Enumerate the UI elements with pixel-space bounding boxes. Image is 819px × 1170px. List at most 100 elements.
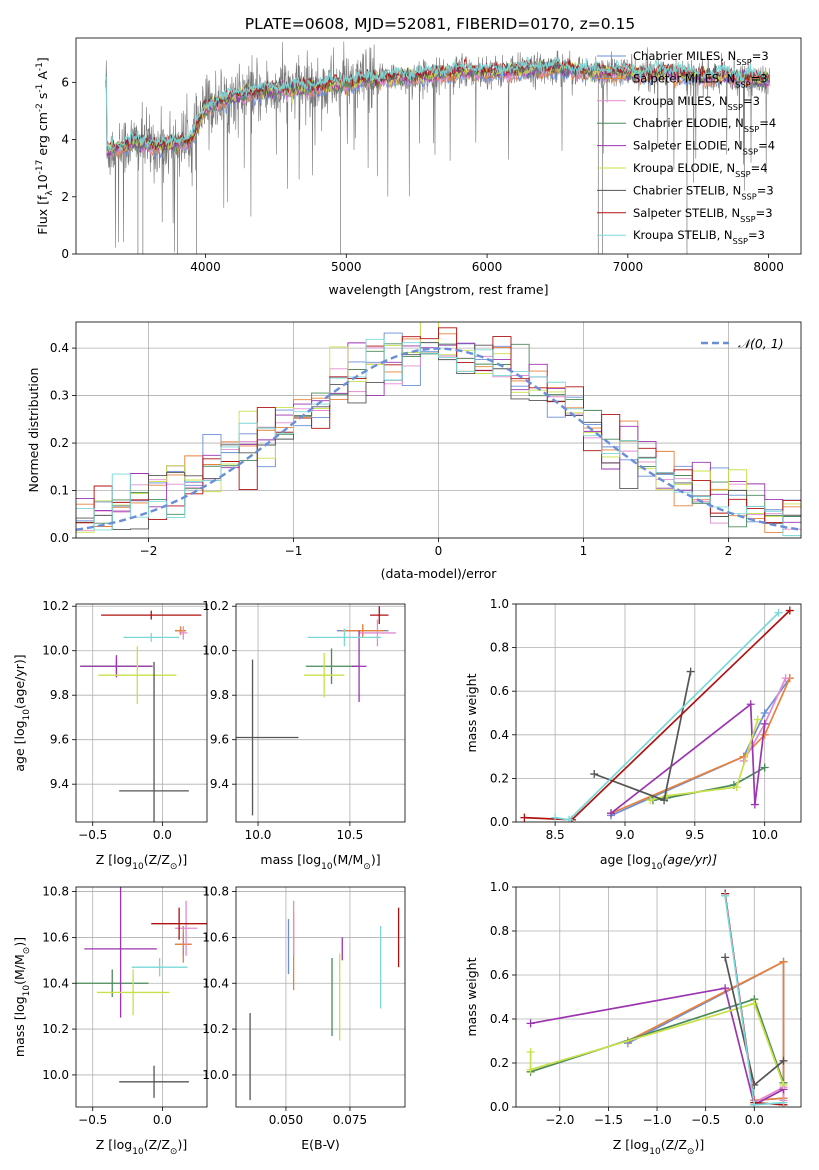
y-tick-label: 6 bbox=[61, 75, 69, 89]
x-tick-label: −1 bbox=[285, 544, 303, 558]
x-tick-label: 0.075 bbox=[333, 1113, 367, 1127]
y-tick-label: 0.3 bbox=[50, 389, 69, 403]
age-vs-mass-panel: 10.0 10.5 9.4 9.6 9.8 10.0 10.2 mass [log10(M/M… bbox=[202, 599, 406, 872]
y-axis-label: age [log10(age/yr)] bbox=[12, 654, 32, 771]
x-axis-label-part: )] bbox=[694, 1137, 704, 1152]
y-tick-label: 0.8 bbox=[490, 924, 509, 938]
legend-entry-part: Salpeter ELODIE, N bbox=[633, 139, 743, 153]
mass-vs-ebv-panel: 0.050 0.075 10.0 10.2 10.4 10.6 10.8 E(B-V) bbox=[202, 885, 406, 1152]
legend-entry-part: SSP bbox=[736, 57, 751, 67]
legend-entry-part: Chabrier ELODIE, N bbox=[633, 116, 744, 130]
axes-frame bbox=[75, 37, 802, 255]
spectrum-panel: 4000 5000 6000 7000 8000 0 2 4 6 wavelength [Angs… bbox=[35, 37, 802, 297]
histogram-krou_stelib bbox=[76, 338, 801, 537]
errorbar-chab_elodie bbox=[305, 648, 358, 685]
errorbar-salp_stelib bbox=[151, 907, 207, 940]
weight-marker bbox=[526, 1048, 535, 1056]
weight-marker bbox=[781, 674, 790, 683]
y-axis-label-part: Flux [f bbox=[35, 195, 50, 235]
y-axis-label-part: 10 bbox=[22, 709, 32, 721]
errorbar-krou_elodie bbox=[98, 646, 177, 705]
x-tick-label: −0.5 bbox=[691, 1113, 720, 1127]
x-axis-label-part: mass [log bbox=[260, 852, 321, 867]
legend-entry-part: Chabrier MILES, N bbox=[633, 49, 736, 63]
x-tick-label: 10.0 bbox=[245, 828, 272, 842]
y-tick-label: 0.2 bbox=[50, 436, 69, 450]
weight-marker bbox=[779, 1081, 788, 1089]
y-tick-label: 10.8 bbox=[202, 885, 229, 899]
legend-entry-part: SSP bbox=[735, 169, 750, 179]
y-axis-label-part: A bbox=[35, 71, 50, 84]
y-axis-label-part: (M/M bbox=[12, 954, 27, 985]
y-axis-label-part: 10 bbox=[22, 985, 32, 997]
weight-marker bbox=[590, 770, 599, 779]
x-axis-label-part: (age/yr)] bbox=[662, 852, 717, 867]
errorbar-salp_miles bbox=[340, 624, 385, 638]
errorbar-krou_stelib bbox=[123, 632, 180, 642]
weight-marker bbox=[760, 730, 769, 739]
weight-marker bbox=[779, 957, 788, 966]
y-axis-label-part: λ bbox=[45, 190, 55, 196]
x-axis-label-part: (M/M bbox=[333, 852, 364, 867]
legend-entry: Kroupa MILES, NSSP=3 bbox=[633, 94, 760, 112]
x-tick-label: 0 bbox=[435, 544, 443, 558]
weight-marker bbox=[760, 709, 769, 717]
legend-entry-part: =3 bbox=[748, 228, 765, 242]
x-tick-label: 8.5 bbox=[546, 828, 565, 842]
x-axis-label-part: Z [log bbox=[613, 1137, 649, 1152]
legend-entry-part: =4 bbox=[759, 116, 776, 130]
y-tick-label: 1.0 bbox=[490, 597, 509, 611]
weight-vs-metallicity-panel: −2.0 −1.5 −1.0 −0.5 0.0 0.0 0.2 0.4 0.6 0.8 1.0 Z [… bbox=[464, 880, 802, 1157]
model-spectrum-line-krou_stelib bbox=[105, 56, 769, 151]
weight-marker bbox=[646, 796, 655, 805]
weight-marker bbox=[746, 700, 755, 709]
y-tick-label: 9.8 bbox=[210, 688, 229, 702]
x-axis-label: E(B-V) bbox=[301, 1137, 340, 1152]
legend-entry-part: =3 bbox=[752, 49, 769, 63]
errorbar-salp_miles bbox=[174, 626, 187, 636]
legend-entry-part: SSP bbox=[735, 79, 750, 89]
errorbar-salp_stelib bbox=[370, 606, 389, 625]
errorbar-chab_stelib bbox=[119, 661, 189, 822]
weight-marker bbox=[774, 608, 783, 617]
x-tick-label: 10.5 bbox=[337, 828, 364, 842]
weight-marker bbox=[750, 800, 759, 809]
model-spectrum-line-salp_stelib bbox=[105, 56, 769, 151]
weight-marker bbox=[779, 1056, 788, 1065]
x-axis-label-part: (Z/Z bbox=[661, 1137, 687, 1152]
y-axis-label-part: age [log bbox=[12, 720, 27, 771]
weight-marker bbox=[686, 667, 695, 676]
x-tick-label: 9.5 bbox=[685, 828, 704, 842]
x-tick-label: 6000 bbox=[472, 260, 503, 274]
x-axis-label-part: wavelength [Angstrom, rest frame] bbox=[328, 282, 548, 297]
legend-entry-part: SSP bbox=[740, 214, 755, 224]
y-axis-label: mass weight bbox=[464, 957, 479, 1036]
x-axis-label-part: E(B-V) bbox=[301, 1137, 340, 1152]
y-tick-label: 10.2 bbox=[42, 599, 69, 613]
y-tick-label: 10.4 bbox=[202, 976, 229, 990]
x-axis-label: Z [log10(Z/Z⊙)] bbox=[613, 1137, 704, 1157]
legend-entry: Salpeter STELIB, NSSP=3 bbox=[633, 206, 773, 224]
y-tick-label: 10.4 bbox=[42, 976, 69, 990]
y-axis-label-part: erg cm bbox=[35, 112, 50, 160]
y-axis-label-part: mass weight bbox=[464, 673, 479, 752]
errorbar-salp_miles bbox=[174, 925, 192, 963]
weight-marker bbox=[721, 891, 730, 900]
y-axis-label-part: -1 bbox=[35, 62, 45, 71]
y-axis-label: Normed distribution bbox=[26, 368, 41, 493]
y-tick-label: 10.2 bbox=[202, 1022, 229, 1036]
errorbar-krou_miles bbox=[179, 626, 188, 640]
weight-line-chab_miles bbox=[610, 677, 791, 817]
legend-entry-part: SSP bbox=[733, 236, 748, 246]
weight-lines bbox=[526, 889, 788, 1107]
x-tick-label: 9.0 bbox=[615, 828, 634, 842]
x-axis-label-part: )] bbox=[177, 852, 187, 867]
y-tick-label: 9.6 bbox=[50, 733, 69, 747]
weight-marker bbox=[732, 783, 741, 792]
weight-marker bbox=[565, 815, 574, 822]
errorbar-salp_elodie bbox=[80, 655, 153, 678]
errorbar-krou_stelib bbox=[131, 958, 188, 977]
weight-marker bbox=[760, 763, 769, 772]
figure-title: PLATE=0608, MJD=52081, FIBERID=0170, z=0… bbox=[245, 15, 635, 33]
